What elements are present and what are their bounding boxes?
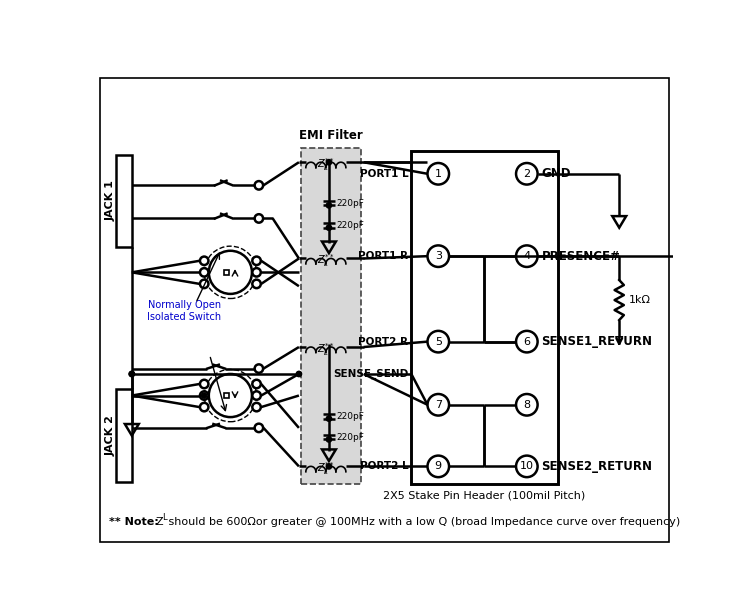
Text: Normally Open
Isolated Switch: Normally Open Isolated Switch	[147, 300, 221, 322]
Text: $Z_L^{**}$: $Z_L^{**}$	[317, 341, 334, 358]
Text: 10: 10	[520, 461, 534, 472]
Text: PRESENCE#: PRESENCE#	[542, 250, 620, 263]
Circle shape	[200, 279, 208, 288]
Bar	[224, 270, 229, 274]
Text: JACK 2: JACK 2	[105, 415, 116, 456]
Text: 3: 3	[435, 251, 442, 261]
Text: SENSE2_RETURN: SENSE2_RETURN	[542, 460, 652, 473]
Circle shape	[209, 374, 252, 417]
Circle shape	[129, 371, 134, 376]
Text: EMI Filter: EMI Filter	[299, 129, 363, 142]
Circle shape	[427, 394, 449, 416]
Text: L: L	[162, 513, 166, 523]
Text: 2: 2	[524, 169, 530, 179]
Circle shape	[516, 456, 538, 477]
Circle shape	[326, 464, 332, 469]
Circle shape	[326, 160, 332, 165]
Text: 220pF: 220pF	[337, 221, 364, 230]
Text: 1: 1	[435, 169, 442, 179]
Text: PORT1 R: PORT1 R	[358, 251, 408, 261]
Text: 7: 7	[435, 400, 442, 410]
Text: 6: 6	[524, 336, 530, 347]
Bar	[224, 393, 229, 398]
Circle shape	[326, 437, 332, 442]
Circle shape	[326, 203, 332, 208]
Text: 5: 5	[435, 336, 442, 347]
Circle shape	[200, 391, 208, 400]
Bar	[116, 389, 132, 482]
Circle shape	[326, 416, 332, 421]
Text: 220pF: 220pF	[337, 412, 364, 421]
Circle shape	[209, 251, 252, 294]
Text: SENSE_SEND: SENSE_SEND	[333, 369, 408, 379]
Circle shape	[252, 391, 261, 400]
Text: $Z_L^{**}$: $Z_L^{**}$	[317, 156, 334, 173]
Circle shape	[252, 403, 261, 411]
Circle shape	[252, 268, 261, 276]
Text: 8: 8	[524, 400, 530, 410]
Circle shape	[200, 403, 208, 411]
Circle shape	[255, 181, 263, 190]
Text: 220pF: 220pF	[337, 433, 364, 441]
Circle shape	[427, 331, 449, 352]
Circle shape	[516, 331, 538, 352]
Circle shape	[200, 257, 208, 265]
Text: 1kΩ: 1kΩ	[629, 295, 651, 305]
Text: PORT1 L: PORT1 L	[359, 169, 408, 179]
Circle shape	[516, 394, 538, 416]
Text: 220pF: 220pF	[337, 198, 364, 208]
Text: 4: 4	[524, 251, 530, 261]
Circle shape	[516, 246, 538, 267]
Circle shape	[427, 456, 449, 477]
Text: $Z_L^{**}$: $Z_L^{**}$	[317, 460, 334, 477]
Circle shape	[200, 379, 208, 388]
Text: 9: 9	[435, 461, 442, 472]
Circle shape	[252, 279, 261, 288]
Circle shape	[326, 225, 332, 230]
Circle shape	[516, 163, 538, 185]
Text: $Z_L^{**}$: $Z_L^{**}$	[317, 252, 334, 269]
Text: 2X5 Stake Pin Header (100mil Pitch): 2X5 Stake Pin Header (100mil Pitch)	[383, 491, 586, 500]
Circle shape	[255, 424, 263, 432]
Text: PORT2 R: PORT2 R	[358, 336, 408, 347]
Text: GND: GND	[542, 167, 571, 181]
Text: SENSE1_RETURN: SENSE1_RETURN	[542, 335, 652, 348]
Circle shape	[129, 371, 134, 376]
Bar	[116, 155, 132, 247]
Text: should be 600Ωor greater @ 100MHz with a low Q (broad Impedance curve over frequ: should be 600Ωor greater @ 100MHz with a…	[165, 517, 680, 527]
Circle shape	[427, 246, 449, 267]
Circle shape	[252, 379, 261, 388]
Circle shape	[255, 214, 263, 223]
Text: JACK 1: JACK 1	[105, 181, 116, 221]
Circle shape	[296, 371, 302, 376]
Text: ** Note:: ** Note:	[110, 517, 159, 527]
Circle shape	[255, 364, 263, 373]
Circle shape	[200, 268, 208, 276]
Text: Z: Z	[156, 517, 164, 527]
Circle shape	[202, 393, 207, 398]
Text: PORT2 L: PORT2 L	[359, 461, 408, 472]
Bar	[411, 150, 557, 484]
Bar	[302, 149, 362, 484]
Circle shape	[252, 257, 261, 265]
Circle shape	[427, 163, 449, 185]
